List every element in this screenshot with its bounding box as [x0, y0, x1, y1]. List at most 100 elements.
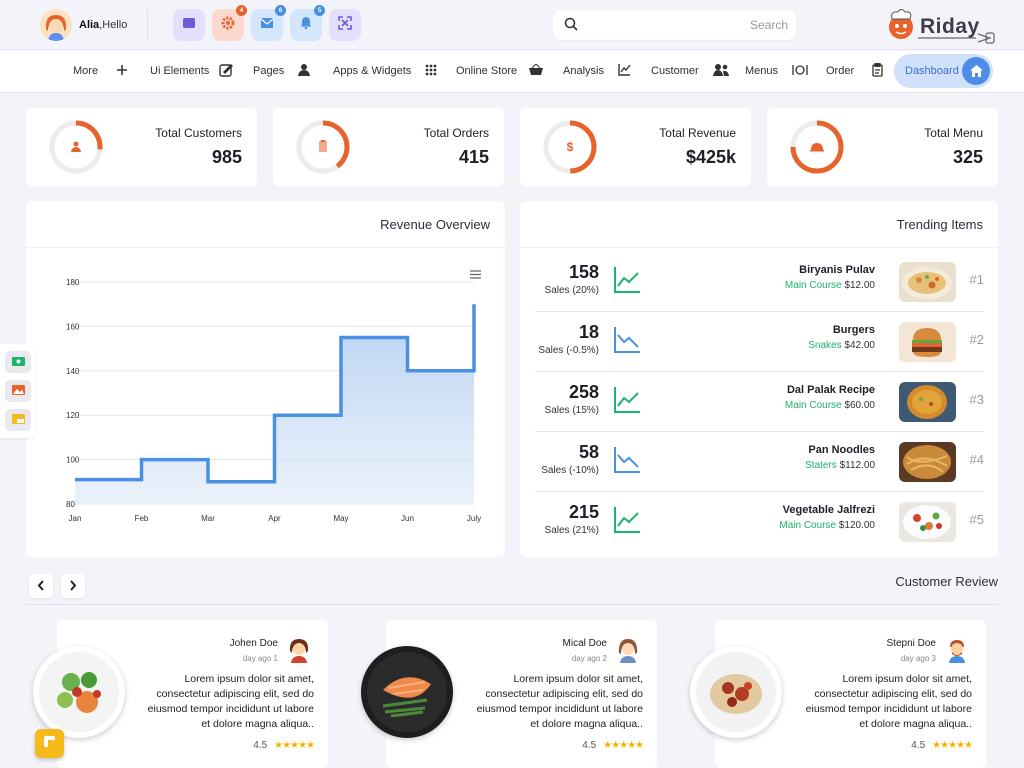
quick-action-notifications[interactable]: 5	[290, 5, 325, 41]
quick-action-mail[interactable]: 6	[251, 5, 286, 41]
stat-value: 325	[952, 147, 983, 167]
notification-badge: 6	[275, 5, 286, 16]
progress-ring: $	[542, 119, 598, 180]
nav-item-analysis[interactable]: Analysis	[563, 51, 631, 91]
brand-name: Riday	[920, 14, 980, 38]
trending-item[interactable]: 215 Sales (21%) Vegetable Jalfrezi Main …	[535, 492, 984, 552]
stat-card-total-customers: Total Customers 985	[26, 108, 257, 186]
chevron-right-icon	[69, 578, 77, 595]
review-rating: 4.5 ★★★★★	[582, 740, 644, 751]
item-category: Snakes	[808, 340, 842, 351]
divider	[26, 247, 505, 248]
menu-icon[interactable]	[470, 266, 481, 284]
search-box[interactable]	[553, 10, 796, 40]
layout-icon	[43, 735, 56, 753]
nav-label: Menus	[745, 65, 779, 77]
progress-ring	[295, 119, 351, 180]
reviewer-avatar	[288, 637, 310, 668]
dashboard-label: Dashboard	[905, 65, 959, 77]
nav-item-online-store[interactable]: Online Store	[456, 51, 544, 91]
greeting-text: ,Hello	[99, 19, 128, 31]
quick-action-fullscreen[interactable]	[329, 9, 361, 41]
trending-item[interactable]: 18 Sales (-0.5%) Burgers Snakes $42.00 #…	[535, 312, 984, 372]
item-count: 58	[578, 442, 599, 462]
meat-dish-image	[690, 646, 782, 738]
notification-badge: 5	[314, 5, 325, 16]
side-tool-layout[interactable]	[5, 409, 31, 431]
review-text: Lorem ipsum dolor sit amet, consectetur …	[476, 673, 643, 730]
item-sales: Sales (20%)	[544, 285, 599, 296]
trending-item[interactable]: 58 Sales (-10%) Pan Noodles Staters $112…	[535, 432, 984, 492]
stat-label: Total Orders	[423, 126, 489, 140]
item-count: 158	[568, 262, 599, 282]
users-icon	[712, 63, 729, 79]
rating-value: 4.5	[253, 740, 268, 751]
nav-item-apps-widgets[interactable]: Apps & Widgets	[333, 51, 437, 91]
search-input[interactable]	[583, 10, 788, 40]
next-arrow-button[interactable]	[61, 574, 85, 598]
stat-card-total-revenue: $ Total Revenue $425k	[520, 108, 751, 186]
quick-action-settings[interactable]: 4	[212, 5, 247, 41]
biryani-image	[899, 262, 956, 302]
brand-logo[interactable]: Riday	[886, 7, 995, 46]
x-tick-label: Mar	[201, 514, 215, 523]
item-sales: Sales (15%)	[544, 405, 599, 416]
item-category-price: Staters $112.00	[805, 460, 875, 471]
nav-item-ui-elements[interactable]: Ui Elements	[150, 51, 234, 91]
avatar[interactable]	[40, 9, 72, 41]
revenue-overview-panel: Revenue Overview 80 100 120 140 160 180 Jan Feb…	[26, 201, 505, 557]
gear-icon	[221, 16, 235, 35]
square-icon	[182, 16, 196, 35]
dashboard-button[interactable]: Dashboard	[894, 54, 993, 88]
user-name: Alia	[79, 19, 100, 31]
item-name: Dal Palak Recipe	[786, 384, 875, 396]
notification-badge: 4	[236, 5, 247, 16]
review-rating: 4.5 ★★★★★	[253, 740, 315, 751]
layout-icon	[11, 411, 25, 429]
review-date: day ago 3	[900, 654, 936, 663]
floating-action-button[interactable]	[35, 729, 64, 758]
dish-icon	[792, 64, 808, 79]
item-rank: #3	[969, 392, 984, 407]
nav-item-pages[interactable]: Pages	[253, 51, 311, 91]
item-category: Main Course	[784, 400, 842, 411]
panel-title: Trending Items	[896, 217, 983, 232]
nav-item-order[interactable]: Order	[826, 51, 883, 91]
x-tick-label: Jun	[401, 514, 414, 523]
nav-item-customer[interactable]: Customer	[651, 51, 729, 91]
x-tick-label: Jan	[69, 514, 82, 523]
x-tick-label: Apr	[268, 514, 281, 523]
trend-down-icon	[613, 446, 641, 479]
grid-icon	[425, 64, 437, 79]
main-navigation: More Ui Elements Pages Apps & Widgets On…	[0, 51, 1024, 93]
nav-label: Ui Elements	[150, 65, 210, 77]
divider	[147, 10, 148, 40]
stat-label: Total Revenue	[659, 126, 736, 140]
nav-item-more[interactable]: More	[73, 51, 128, 91]
review-rating: 4.5 ★★★★★	[911, 740, 973, 751]
trending-item[interactable]: 158 Sales (20%) Biryanis Pulav Main Cour…	[535, 252, 984, 312]
y-tick-label: 100	[66, 456, 80, 465]
rating-value: 4.5	[582, 740, 597, 751]
noodles-image	[899, 442, 956, 482]
item-category-price: Main Course $60.00	[785, 400, 875, 411]
user-profile[interactable]: Alia,Hello	[40, 9, 127, 41]
x-tick-label: July	[467, 514, 481, 523]
star-rating-icon: ★★★★★	[274, 740, 315, 751]
x-tick-label: Feb	[135, 514, 149, 523]
prev-arrow-button[interactable]	[29, 574, 53, 598]
nav-label: Pages	[253, 65, 285, 77]
stat-card-total-orders: Total Orders 415	[273, 108, 504, 186]
progress-ring	[48, 119, 104, 180]
revenue-chart: 80 100 120 140 160 180 Jan Feb Mar Apr May Jun July	[66, 278, 481, 523]
nav-item-menus[interactable]: Menus	[745, 51, 808, 91]
item-price: $12.00	[844, 280, 875, 291]
quick-action-square[interactable]	[173, 9, 205, 41]
side-tool-image[interactable]	[5, 380, 31, 402]
y-tick-label: 180	[66, 278, 80, 287]
item-rank: #1	[969, 272, 984, 287]
side-tool-money[interactable]	[5, 351, 31, 373]
trending-item[interactable]: 258 Sales (15%) Dal Palak Recipe Main Co…	[535, 372, 984, 432]
nav-label: Customer	[651, 65, 699, 77]
item-count: 18	[578, 322, 599, 342]
